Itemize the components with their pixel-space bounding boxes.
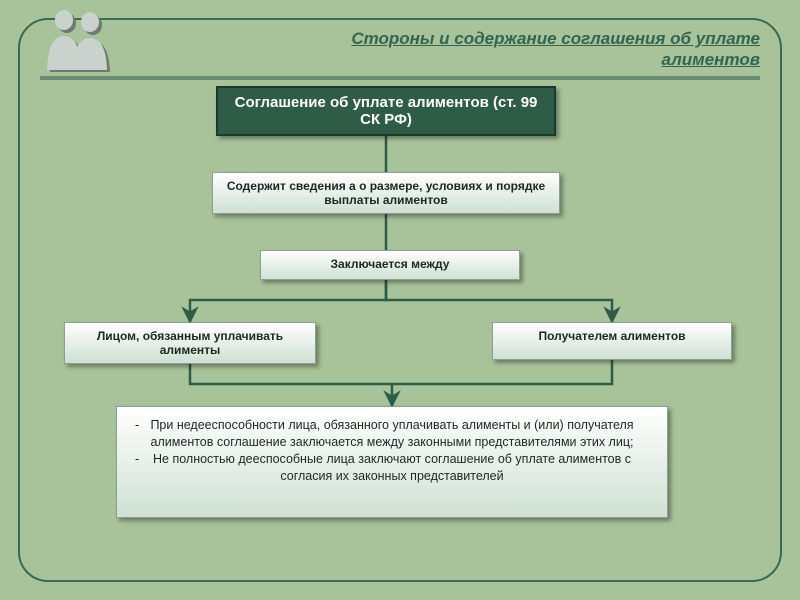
title-rule [40, 76, 760, 80]
box-party-receiver: Получателем алиментов [492, 322, 732, 360]
box-notes: При недееспособности лица, обязанного уп… [116, 406, 668, 518]
slide: Стороны и содержание соглашения об уплат… [0, 0, 800, 600]
slide-title: Стороны и содержание соглашения об уплат… [270, 28, 760, 71]
people-icon [34, 6, 120, 72]
box-party-payer: Лицом, обязанным уплачивать алименты [64, 322, 316, 364]
box-main-agreement: Соглашение об уплате алиментов (ст. 99 С… [216, 86, 556, 136]
note-item: Не полностью дееспособные лица заключают… [135, 451, 649, 485]
box-info: Содержит сведения а о размере, условиях … [212, 172, 560, 214]
note-item: При недееспособности лица, обязанного уп… [135, 417, 649, 451]
box-between: Заключается между [260, 250, 520, 280]
